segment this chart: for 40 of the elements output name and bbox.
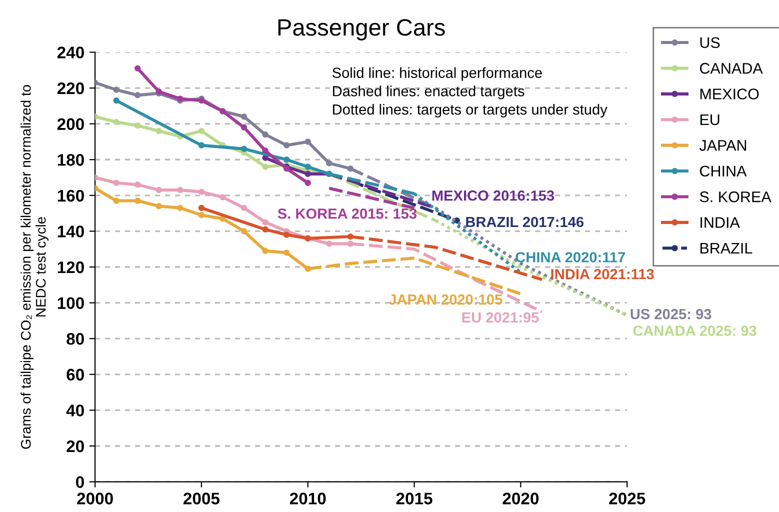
legend-label: INDIA (700, 217, 740, 228)
annotation: INDIA 2021:113 (551, 268, 654, 280)
x-tick-label: 2005 (183, 492, 220, 504)
legend-label: EU (700, 114, 720, 126)
y-tick-label: 140 (58, 226, 84, 238)
x-tick-label: 2015 (396, 492, 432, 504)
annotation: BRAZIL 2017:146 (466, 216, 584, 228)
annotation: JAPAN 2020:105 (388, 294, 502, 305)
legend-label: CHINA (700, 166, 747, 177)
legend-label: MEXICO (700, 88, 759, 100)
x-tick-label: 2020 (502, 492, 539, 504)
y-tick-label: 160 (58, 190, 84, 202)
legend-label: JAPAN (699, 140, 746, 151)
annotation: CANADA 2025: 93 (633, 326, 756, 336)
y-tick-label: 20 (66, 440, 84, 452)
legend-label: US (700, 37, 720, 48)
legend-label: BRAZIL (700, 242, 752, 254)
x-tick-label: 2000 (77, 492, 113, 504)
annotation: S. KOREA 2015: 153 (278, 208, 417, 219)
annotation: Solid line: historical performance Dashed lines: enacted targets Dotted lines: targets or targets under study (332, 67, 608, 118)
y-tick-label: 80 (66, 333, 84, 345)
legend-label: S. KOREA (700, 191, 772, 202)
y-tick-label: 60 (66, 368, 84, 381)
annotation: US 2025: 93 (630, 308, 712, 320)
y-tick-label: 200 (57, 118, 84, 130)
annotation: EU 2021:95 (462, 312, 539, 323)
y-axis-title: Grams of tailpipe CO₂ emission per kilometer normalized to NEDC test cycle (20, 85, 48, 449)
y-tick-label: 0 (76, 476, 84, 488)
legend-label: CANADA (700, 62, 763, 74)
y-tick-label: 120 (58, 261, 84, 274)
x-tick-label: 2025 (609, 492, 646, 504)
y-tick-label: 100 (58, 297, 84, 310)
y-tick-label: 180 (58, 154, 84, 166)
annotation: CHINA 2020:117 (516, 252, 625, 262)
annotation: MEXICO 2016:153 (432, 190, 554, 201)
y-tick-label: 40 (66, 404, 84, 416)
x-tick-label: 2010 (290, 492, 326, 504)
chart-title: Passenger Cars (278, 19, 445, 40)
y-tick-label: 220 (57, 82, 84, 94)
y-tick-label: 240 (57, 46, 84, 58)
